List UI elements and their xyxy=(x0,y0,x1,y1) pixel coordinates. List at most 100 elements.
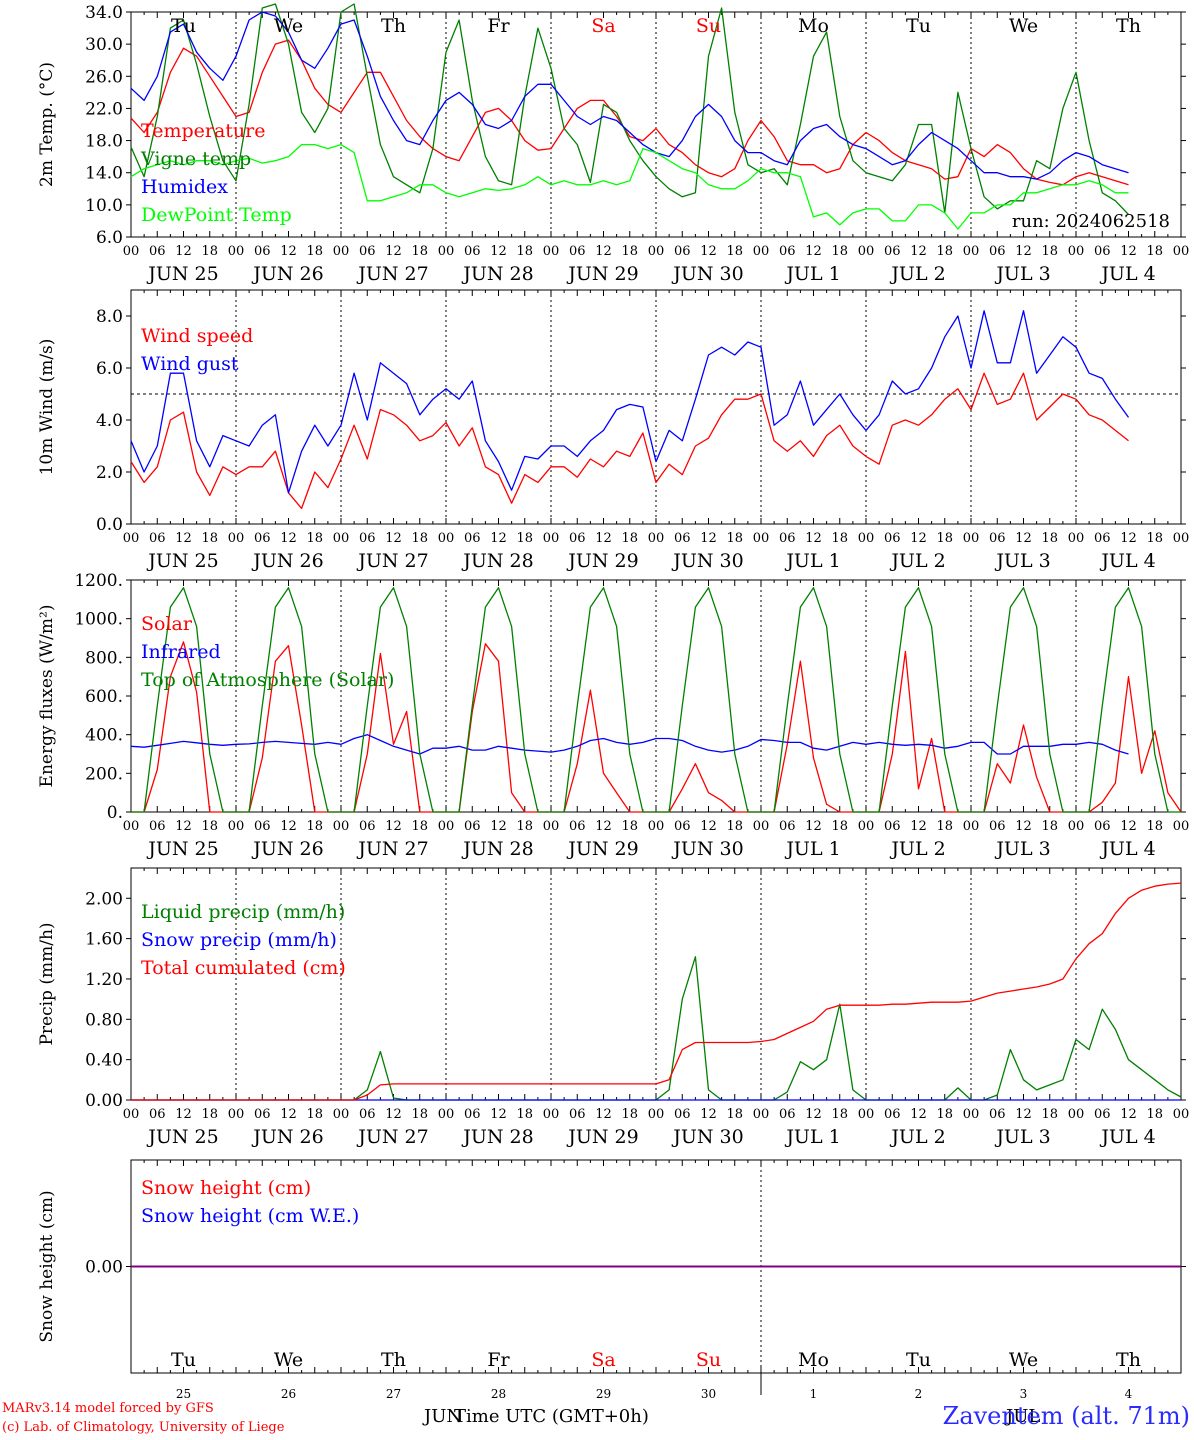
hour-label: 12 xyxy=(280,244,297,259)
hour-label: 12 xyxy=(1015,1107,1032,1122)
y-tick-label: 2.0 xyxy=(96,463,123,483)
weekday-label: We xyxy=(1009,15,1038,37)
y-tick-label: 800. xyxy=(85,648,123,668)
date-label: JUN 28 xyxy=(461,1126,533,1148)
weekday-label: We xyxy=(274,15,303,37)
date-label: JUN 29 xyxy=(566,550,638,572)
day-number: 28 xyxy=(491,1387,506,1401)
hour-label: 00 xyxy=(543,531,560,546)
date-label: JUN 30 xyxy=(671,263,743,285)
hour-label: 06 xyxy=(464,531,481,546)
hour-label: 12 xyxy=(490,244,507,259)
legend-entry: Wind gust xyxy=(141,353,239,375)
hour-label: 18 xyxy=(621,1107,638,1122)
hour-label: 00 xyxy=(123,531,140,546)
hour-label: 18 xyxy=(1041,819,1058,834)
hour-label: 18 xyxy=(411,819,428,834)
hour-label: 00 xyxy=(963,244,980,259)
hour-label: 06 xyxy=(569,531,586,546)
hour-label: 12 xyxy=(490,819,507,834)
footer-station-name: Zaventem (alt. 71m) xyxy=(942,1402,1190,1430)
day-number: 29 xyxy=(596,1387,611,1401)
weekday-label-bottom: We xyxy=(274,1349,303,1371)
date-label: JUN 27 xyxy=(356,1126,428,1148)
hour-label: 12 xyxy=(805,531,822,546)
footer-time-axis-label: Time UTC (GMT+0h) xyxy=(454,1406,649,1427)
hour-label: 18 xyxy=(516,244,533,259)
hour-label: 18 xyxy=(411,244,428,259)
y-tick-label: 1000. xyxy=(74,610,123,630)
date-label: JUL 2 xyxy=(889,263,945,285)
hour-label: 18 xyxy=(726,531,743,546)
y-tick-label: 6.0 xyxy=(96,228,123,248)
date-label: JUL 2 xyxy=(889,838,945,860)
day-number: 4 xyxy=(1125,1387,1133,1401)
date-label: JUL 3 xyxy=(994,263,1050,285)
hour-label: 06 xyxy=(254,244,271,259)
date-label: JUL 4 xyxy=(1099,1126,1155,1148)
hour-label: 06 xyxy=(674,244,691,259)
y-tick-label: 200. xyxy=(85,764,123,784)
hour-label: 12 xyxy=(595,819,612,834)
panel-4: 0.00 0.40 0.80 1.20 1.60 2.00 Precip (mm/h) Liq… xyxy=(37,867,1190,1148)
date-label: JUL 3 xyxy=(994,1126,1050,1148)
hour-label: 06 xyxy=(464,819,481,834)
series-line-4 xyxy=(130,143,1129,230)
hour-label: 12 xyxy=(1015,244,1032,259)
date-label: JUN 25 xyxy=(146,1126,218,1148)
panel-5: 0.00 Snow height (cm) Snow height (cm) Snow… xyxy=(37,1159,1186,1374)
hour-label: 00 xyxy=(438,531,455,546)
y-axis-label: Precip (mm/h) xyxy=(37,922,57,1045)
hour-label: 00 xyxy=(123,1107,140,1122)
hour-label: 00 xyxy=(753,1107,770,1122)
weekday-label-bottom: Su xyxy=(696,1349,721,1371)
hour-label: 06 xyxy=(779,244,796,259)
hour-label: 12 xyxy=(385,244,402,259)
hour-label: 18 xyxy=(726,819,743,834)
hour-label: 18 xyxy=(201,244,218,259)
y-tick-label: 6.0 xyxy=(96,359,123,379)
date-label: JUN 26 xyxy=(251,550,323,572)
day-number: 30 xyxy=(701,1387,716,1401)
hour-label: 00 xyxy=(1068,819,1085,834)
hour-label: 18 xyxy=(621,819,638,834)
date-label: JUN 27 xyxy=(356,838,428,860)
date-label: JUN 28 xyxy=(461,838,533,860)
day-number: 26 xyxy=(281,1387,296,1401)
hour-label: 00 xyxy=(228,531,245,546)
hour-label: 06 xyxy=(149,244,166,259)
hour-label: 12 xyxy=(910,244,927,259)
hour-label: 06 xyxy=(884,1107,901,1122)
hour-label: 06 xyxy=(674,819,691,834)
hour-label: 18 xyxy=(201,531,218,546)
hour-label: 18 xyxy=(306,531,323,546)
y-tick-label: 18.0 xyxy=(85,132,123,152)
hour-label: 06 xyxy=(569,244,586,259)
hour-label: 12 xyxy=(280,1107,297,1122)
hour-label: 18 xyxy=(831,244,848,259)
hour-label: 18 xyxy=(1041,1107,1058,1122)
hour-label: 06 xyxy=(989,819,1006,834)
y-axis-label: 10m Wind (m/s) xyxy=(37,339,57,476)
hour-label: 00 xyxy=(648,531,665,546)
hour-label: 18 xyxy=(411,1107,428,1122)
hour-label: 00 xyxy=(228,244,245,259)
weekday-label: Th xyxy=(381,15,406,37)
weekday-label: Sa xyxy=(591,15,615,37)
y-axis-label: 2m Temp. (°C) xyxy=(37,62,57,187)
hour-label: 00 xyxy=(1173,1107,1190,1122)
legend-entry: Temperature xyxy=(141,120,265,142)
hour-label: 18 xyxy=(1041,244,1058,259)
hour-label: 12 xyxy=(1120,1107,1137,1122)
date-label: JUL 1 xyxy=(784,263,840,285)
hour-label: 06 xyxy=(989,531,1006,546)
hour-label: 12 xyxy=(595,244,612,259)
hour-label: 12 xyxy=(700,531,717,546)
hour-label: 12 xyxy=(175,819,192,834)
hour-label: 18 xyxy=(726,244,743,259)
weekday-label-bottom: Tu xyxy=(906,1349,931,1371)
hour-label: 00 xyxy=(963,531,980,546)
hour-label: 12 xyxy=(805,1107,822,1122)
hour-label: 06 xyxy=(1094,1107,1111,1122)
